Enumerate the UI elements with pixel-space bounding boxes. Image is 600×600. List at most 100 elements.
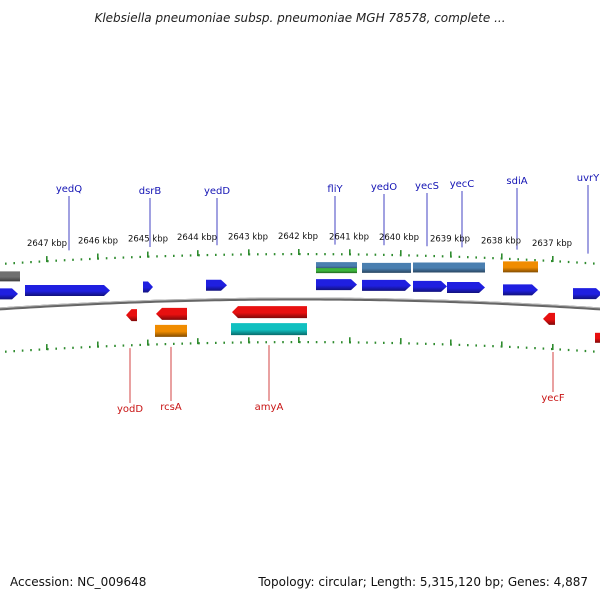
- inner-tick-dot: [433, 342, 435, 346]
- inner-tick-dot: [567, 348, 570, 352]
- outer-tick-dot: [492, 257, 494, 260]
- outer-tick-dot: [559, 260, 561, 263]
- inner-tick-major-tick: [46, 344, 48, 351]
- inner-tick-dot: [593, 350, 595, 353]
- inner-tick-dot: [475, 344, 477, 347]
- reverse-gene-arrow: [543, 312, 555, 325]
- outer-tick-dot: [383, 253, 385, 256]
- outer-tick-dot: [181, 254, 183, 257]
- outer-tick-dot: [299, 253, 301, 256]
- outer-tick-major-tick: [450, 251, 452, 258]
- orange-feature: [155, 324, 187, 337]
- inner-tick-dot: [576, 349, 578, 352]
- inner-tick-dot: [332, 341, 335, 344]
- forward-gene-arrow: [573, 288, 600, 300]
- backbone-highlight: [0, 297, 600, 309]
- outer-tick-dot: [156, 255, 158, 258]
- inner-tick-dot: [525, 346, 528, 349]
- inner-tick-dot: [307, 341, 309, 344]
- outer-tick-dot: [198, 254, 200, 257]
- inner-tick-dot: [509, 345, 511, 349]
- inner-tick-major-tick: [552, 343, 554, 350]
- outer-tick-dot: [206, 253, 209, 257]
- outer-tick-major-tick: [197, 250, 199, 257]
- inner-tick-dot: [416, 342, 419, 345]
- inner-tick-major-tick: [298, 337, 300, 344]
- forward-gene-arrow: [206, 279, 227, 291]
- inner-tick-dot: [38, 348, 41, 351]
- outer-tick-dot: [189, 254, 192, 257]
- inner-tick-dot: [240, 341, 242, 344]
- inner-tick-dot: [559, 348, 561, 351]
- steel-feature: [413, 262, 485, 273]
- outer-tick-major-tick: [97, 253, 99, 260]
- inner-tick-dot: [13, 350, 15, 353]
- outer-tick-dot: [164, 255, 167, 258]
- reverse-gene-arrow: [156, 307, 187, 320]
- outer-tick-major-tick: [298, 249, 300, 256]
- outer-tick-dot: [467, 256, 469, 259]
- inner-tick-major-tick: [248, 337, 250, 344]
- forward-gene-arrow: [503, 284, 538, 296]
- outer-tick-major-tick: [147, 251, 149, 258]
- inner-tick-dot: [542, 347, 545, 350]
- outer-tick-dot: [80, 258, 83, 261]
- outer-tick-dot: [240, 253, 242, 256]
- inner-tick-dot: [391, 341, 393, 345]
- outer-tick-dot: [231, 253, 234, 256]
- inner-tick-dot: [173, 342, 175, 345]
- outer-tick-dot: [105, 257, 108, 260]
- inner-tick-dot: [21, 349, 24, 352]
- kbp-tick-label: 2638 kbp: [481, 236, 521, 246]
- kbp-tick-label: 2640 kbp: [379, 233, 419, 243]
- forward-gene-label: yecC: [450, 179, 475, 190]
- steel-feature: [316, 262, 357, 270]
- outer-tick-dot: [551, 259, 553, 263]
- inner-tick-dot: [122, 344, 125, 347]
- inner-tick-dot: [114, 344, 116, 347]
- inner-tick-dot: [72, 346, 74, 349]
- inner-tick-dot: [534, 347, 536, 350]
- inner-tick-dot: [5, 350, 7, 353]
- inner-tick-major-tick: [400, 338, 402, 345]
- inner-tick-dot: [223, 341, 225, 344]
- forward-gene-arrow: [143, 281, 153, 293]
- inner-tick-dot: [63, 347, 66, 350]
- outer-tick-dot: [21, 261, 24, 264]
- outer-tick-dot: [584, 261, 587, 265]
- inner-tick-dot: [181, 342, 183, 345]
- kbp-tick-label: 2639 kbp: [430, 234, 470, 244]
- kbp-tick-label: 2637 kbp: [532, 239, 572, 249]
- outer-tick-dot: [223, 253, 225, 256]
- reverse-gene-arrow: [595, 332, 600, 343]
- inner-tick-dot: [105, 345, 108, 348]
- reverse-gene-label: yecF: [541, 393, 565, 404]
- inner-tick-major-tick: [147, 339, 149, 346]
- forward-gene-label: yedQ: [56, 184, 82, 195]
- forward-gene-arrow: [0, 288, 18, 300]
- inner-tick-dot: [231, 341, 234, 344]
- forward-gene-arrow: [316, 279, 357, 291]
- inner-tick-dot: [492, 345, 494, 348]
- outer-tick-dot: [215, 253, 217, 256]
- outer-tick-dot: [89, 257, 91, 261]
- inner-tick-dot: [551, 347, 553, 351]
- backbone-line: [0, 297, 600, 311]
- inner-tick-dot: [315, 341, 318, 344]
- inner-tick-dot: [517, 346, 519, 349]
- outer-tick-dot: [13, 262, 15, 265]
- forward-gene-label: yecS: [415, 181, 439, 192]
- outer-tick-dot: [525, 258, 528, 261]
- outer-tick-major-tick: [46, 256, 48, 263]
- outer-tick-dot: [139, 255, 141, 259]
- inner-tick-dot: [189, 342, 192, 345]
- orange-feature: [503, 261, 538, 273]
- inner-tick-major-tick: [197, 338, 199, 345]
- inner-tick-dot: [458, 343, 461, 346]
- outer-tick-dot: [173, 254, 175, 257]
- forward-gene-label: uvrY: [577, 173, 600, 184]
- outer-tick-dot: [63, 259, 66, 262]
- inner-tick-major-tick: [501, 341, 503, 348]
- outer-tick-dot: [307, 253, 309, 256]
